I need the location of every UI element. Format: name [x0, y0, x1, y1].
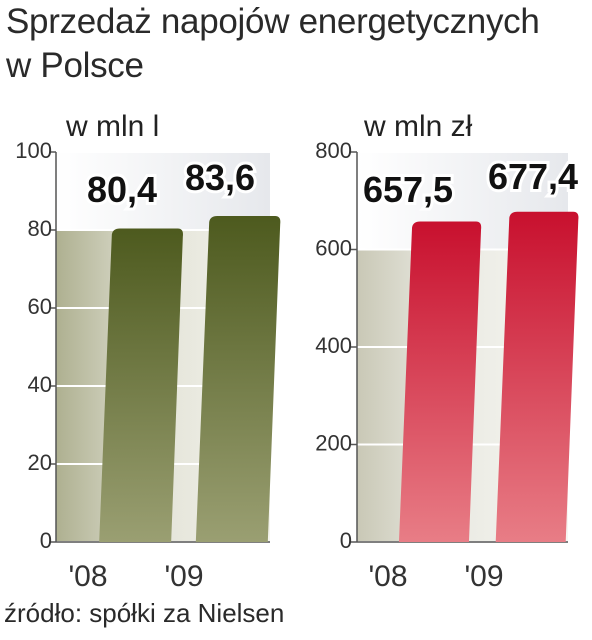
y-tick-label: 100 [15, 138, 52, 163]
y-tick-label: 800 [315, 138, 352, 163]
value-label: 677,4 [488, 156, 578, 197]
source-note: źródło: spółki za Nielsen [4, 598, 285, 628]
unit-label: w mln zł [363, 110, 473, 143]
x-tick-label: '08 [368, 560, 407, 593]
y-tick-label: 60 [28, 294, 52, 319]
bar-1 [495, 211, 579, 542]
bar-0 [398, 221, 482, 542]
value-label: 657,5 [363, 169, 453, 210]
unit-label: w mln l [65, 110, 159, 143]
y-tick-label: 0 [40, 528, 52, 553]
title-line-1: Sprzedaż napojów energetycznych [6, 2, 540, 41]
value-label: 80,4 [87, 169, 157, 210]
y-tick-label: 200 [315, 431, 352, 456]
value-label: 83,6 [185, 157, 255, 198]
chart-title: Sprzedaż napojów energetycznych w Polsce [6, 0, 540, 88]
title-line-2: w Polsce [6, 46, 144, 85]
chart-panel-left: 0 20 40 60 80 100 w mln l 80,4 '08 83,6 '09 [15, 110, 281, 593]
y-tick-label: 40 [28, 372, 52, 397]
y-tick-label: 0 [340, 528, 352, 553]
bar-1 [195, 215, 281, 542]
y-tick-label: 600 [315, 236, 352, 261]
y-tick-label: 400 [315, 333, 352, 358]
y-tick-label: 20 [28, 450, 52, 475]
chart-panel-right: 0 200 400 600 800 w mln zł 657,5 '08 677,4 '09 [315, 110, 581, 593]
bar-0 [99, 228, 183, 542]
x-tick-label: '09 [164, 560, 203, 593]
x-tick-label: '09 [464, 560, 503, 593]
y-tick-label: 80 [28, 216, 52, 241]
x-tick-label: '08 [68, 560, 107, 593]
